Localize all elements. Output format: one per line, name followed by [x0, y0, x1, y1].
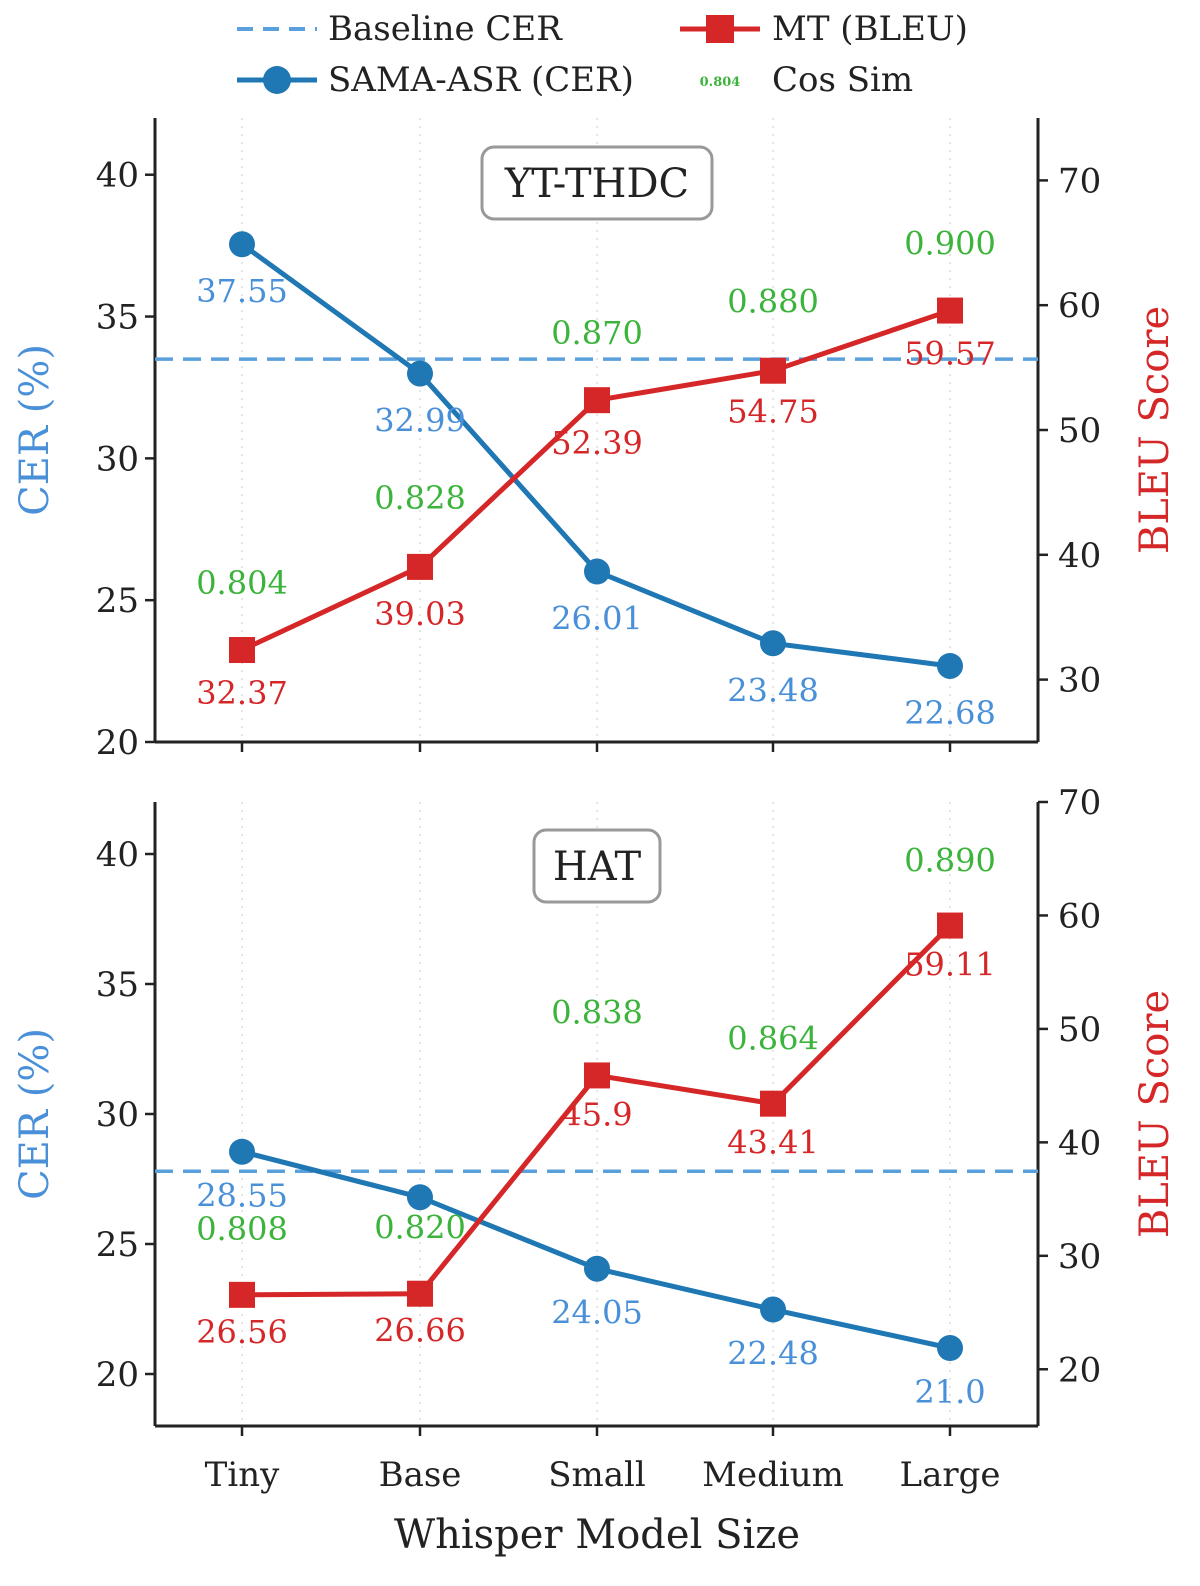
- bleu-data-label: 59.11: [904, 946, 996, 984]
- bleu-data-label: 54.75: [727, 393, 819, 431]
- y-left-tick-label: 35: [96, 965, 139, 1005]
- y-left-tick-label: 30: [96, 439, 139, 479]
- cer-data-label: 37.55: [196, 272, 288, 310]
- cer-data-label: 24.05: [551, 1294, 643, 1332]
- y-right-tick-label: 30: [1058, 1237, 1101, 1277]
- cer-point: [584, 1255, 610, 1282]
- y-right-tick-label: 30: [1058, 661, 1101, 701]
- bleu-point: [229, 1281, 255, 1308]
- x-tick-label: Medium: [702, 1455, 844, 1495]
- x-tick-label: Tiny: [205, 1455, 280, 1495]
- y-right-tick-label: 50: [1058, 1010, 1101, 1050]
- cer-point: [407, 1184, 433, 1211]
- cer-point: [584, 558, 610, 585]
- y-left-tick-label: 20: [96, 1355, 139, 1395]
- cos-sim-label: 0.828: [374, 479, 466, 517]
- cos-sim-label: 0.870: [551, 314, 643, 352]
- cos-sim-label: 0.804: [196, 564, 288, 602]
- cos-sim-label: 0.880: [727, 283, 819, 321]
- bleu-data-label: 45.9: [561, 1095, 632, 1133]
- y-right-tick-label: 60: [1058, 286, 1101, 326]
- panel-hat: 20 25 30 35 40 20 30 40 50 60 70 Tiny Base Small Mediu…: [12, 783, 1178, 1495]
- cos-sim-label: 0.900: [904, 225, 996, 263]
- x-tick-label: Small: [548, 1455, 646, 1495]
- x-axis-label: Whisper Model Size: [394, 1512, 800, 1558]
- cos-sim-label: 0.864: [727, 1020, 819, 1058]
- bleu-point: [407, 1280, 433, 1307]
- cos-sim-label: 0.808: [196, 1210, 288, 1248]
- legend-asr-label: SAMA-ASR (CER): [328, 60, 634, 100]
- legend: Baseline CER MT (BLEU) SAMA-ASR (CER) 0.…: [237, 9, 968, 100]
- bleu-data-label: 43.41: [727, 1124, 819, 1162]
- panel-title-box: [480, 145, 714, 221]
- cer-point: [760, 1296, 786, 1323]
- y-right-axis-label: BLEU Score: [1132, 990, 1178, 1238]
- y-left-tick-label: 40: [96, 835, 139, 875]
- cer-data-label: 22.68: [904, 694, 996, 732]
- y-right-tick-label: 70: [1058, 161, 1101, 201]
- bleu-point: [229, 637, 255, 664]
- bleu-data-label: 26.66: [374, 1312, 466, 1350]
- bleu-data-label: 26.56: [196, 1313, 288, 1351]
- y-left-tick-label: 25: [96, 1225, 139, 1265]
- bleu-point: [760, 1090, 786, 1117]
- cer-data-label: 28.55: [196, 1177, 288, 1215]
- bleu-data-label: 52.39: [551, 424, 643, 462]
- legend-cos-label: Cos Sim: [772, 60, 913, 100]
- panel-title: YT-THDC: [504, 161, 689, 207]
- cer-data-label: 26.01: [551, 600, 643, 638]
- y-left-tick-label: 25: [96, 581, 139, 621]
- x-tick-label: Large: [900, 1455, 1001, 1495]
- panel-title: HAT: [553, 844, 642, 890]
- bleu-data-label: 32.37: [196, 674, 288, 712]
- y-left-axis-label: CER (%): [12, 344, 58, 516]
- y-left-tick-label: 20: [96, 723, 139, 763]
- legend-cos-sample: 0.804: [700, 75, 741, 90]
- y-left-tick-label: 35: [96, 298, 139, 338]
- cer-data-label: 32.99: [374, 402, 466, 440]
- cer-data-label: 21.0: [914, 1373, 985, 1411]
- y-left-tick-label: 30: [96, 1095, 139, 1135]
- cer-point: [937, 1335, 963, 1361]
- bleu-point: [937, 912, 963, 939]
- y-right-tick-label: 40: [1058, 1123, 1101, 1163]
- cer-point: [760, 630, 786, 657]
- bleu-data-label: 59.57: [904, 335, 996, 373]
- cer-point: [937, 652, 963, 679]
- y-right-axis-label: BLEU Score: [1132, 306, 1178, 554]
- cer-point: [229, 1138, 255, 1165]
- cer-data-label: 23.48: [727, 671, 819, 709]
- legend-mt-marker: [706, 15, 734, 43]
- bleu-point: [584, 387, 610, 414]
- cer-data-label: 22.48: [727, 1335, 819, 1373]
- cer-point: [229, 231, 255, 258]
- legend-baseline-label: Baseline CER: [328, 9, 563, 49]
- cos-sim-label: 0.820: [374, 1209, 466, 1247]
- y-left-axis-label: CER (%): [12, 1028, 58, 1200]
- panel-title-box: [532, 828, 662, 904]
- y-right-tick-label: 40: [1058, 536, 1101, 576]
- y-right-tick-label: 20: [1058, 1350, 1101, 1390]
- y-right-tick-label: 50: [1058, 411, 1101, 451]
- cos-sim-label: 0.890: [904, 842, 996, 880]
- bleu-point: [584, 1062, 610, 1089]
- bleu-point: [760, 357, 786, 384]
- y-left-tick-label: 40: [96, 156, 139, 196]
- legend-asr-marker: [263, 66, 291, 94]
- bleu-point: [407, 553, 433, 580]
- cos-sim-label: 0.838: [551, 993, 643, 1031]
- bleu-data-label: 39.03: [374, 595, 466, 633]
- legend-mt-label: MT (BLEU): [772, 9, 968, 49]
- panel-yt-thdc: 20 25 30 35 40 30 40 50 60 70 CER (%) BLEU Score YT-…: [12, 118, 1178, 763]
- cer-point: [407, 360, 433, 387]
- bleu-point: [937, 297, 963, 324]
- y-right-tick-label: 70: [1058, 783, 1101, 823]
- x-tick-label: Base: [379, 1455, 462, 1495]
- y-right-tick-label: 60: [1058, 896, 1101, 936]
